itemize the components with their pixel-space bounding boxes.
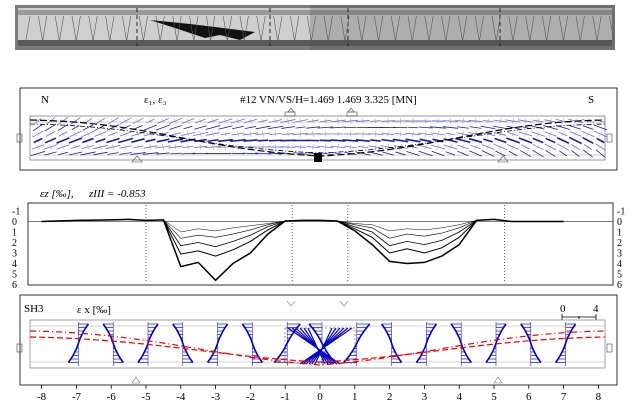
panel2-y-tick-label-left: 4 (12, 259, 17, 270)
panel2-y-tick-label-left: 3 (12, 249, 17, 260)
x-tick-label: -2 (246, 391, 255, 403)
panel2-y-tick-label-left: 6 (12, 280, 17, 291)
horizontal-strain-panel: SH3 ε x [‰] 0 4 -8 -7 -6 -5 -4 -3 -2 -1 0 1 2 3 4 5 6 7… (16, 294, 618, 403)
panel1-right-label: S (588, 94, 594, 106)
panel3-frame (19, 294, 618, 386)
panel2-y-tick-label-left: 5 (12, 270, 17, 281)
panel3-strain-label: ε x [‰] (77, 304, 111, 316)
strain-series-5 (41, 218, 564, 282)
specimen-photo (15, 5, 615, 50)
panel1-title: #12 VN/VS/H=1.469 1.469 3.325 [MN] (240, 94, 417, 106)
x-tick-label: -5 (141, 391, 151, 403)
panel3-left-label: SH3 (24, 303, 44, 315)
scale-label-right: 4 (593, 303, 599, 315)
x-tick-label: -4 (176, 391, 186, 403)
strain-series-4 (41, 218, 564, 257)
strain-direction-glyphs (30, 116, 608, 158)
scale-bar (561, 314, 597, 320)
x-axis: -8 -7 -6 -5 -4 -3 -2 -1 0 1 2 3 4 5 6 7 8 (37, 385, 602, 403)
x-tick-label: 0 (317, 391, 323, 403)
panel2-y-tick-label-right: 5 (617, 270, 622, 281)
panel2-label: εz [‰], (40, 188, 74, 200)
panel2-reference-lines (145, 205, 505, 283)
panel2-y-tick-label-left: 0 (12, 217, 17, 228)
x-tick-label: -1 (281, 391, 290, 403)
panel2-y-tick-label-right: -1 (617, 207, 625, 218)
x-tick-label: -3 (211, 391, 221, 403)
principal-strain-panel: N S ε₁, ε₃ #12 VN/VS/H=1.469 1.469 3.325… (16, 87, 618, 171)
x-tick-label: 7 (561, 391, 567, 403)
x-tick-label: -8 (37, 391, 47, 403)
x-tick-label: 3 (422, 391, 428, 403)
strain-series-2 (41, 219, 564, 239)
x-tick-label: 4 (456, 391, 462, 403)
panel2-y-tick-label-left: 2 (12, 238, 17, 249)
panel2-y-tick-label-left: 1 (12, 228, 17, 239)
horizontal-strain-profiles (67, 322, 577, 366)
scale-label-left: 0 (560, 303, 566, 315)
panel2-z-label: zIII = -0.853 (88, 188, 146, 200)
x-tick-label: 5 (491, 391, 497, 403)
panel2-y-tick-label-right: 3 (617, 249, 622, 260)
panel2-strain-lines (41, 218, 564, 282)
panel1-frame (19, 87, 618, 171)
panel2-y-tick-label-right: 1 (617, 228, 622, 239)
x-tick-label: -6 (107, 391, 117, 403)
panel2-y-tick-label-right: 4 (617, 259, 622, 270)
x-tick-label: -7 (72, 391, 82, 403)
x-tick-label: 2 (387, 391, 393, 403)
panel2-y-tick-label-left: -1 (12, 207, 20, 218)
panel2-y-tick-label-right: 6 (617, 280, 622, 291)
x-tick-label: 1 (352, 391, 358, 403)
panel2-frame (27, 202, 614, 286)
panel1-strain-label: ε₁, ε₃ (144, 94, 167, 106)
panel1-left-label: N (41, 94, 49, 106)
x-tick-label: 6 (526, 391, 532, 403)
x-tick-label: 8 (596, 391, 602, 403)
panel2-y-tick-label-right: 0 (617, 217, 622, 228)
strain-series-3 (41, 218, 564, 248)
panel2-y-tick-label-right: 2 (617, 238, 622, 249)
